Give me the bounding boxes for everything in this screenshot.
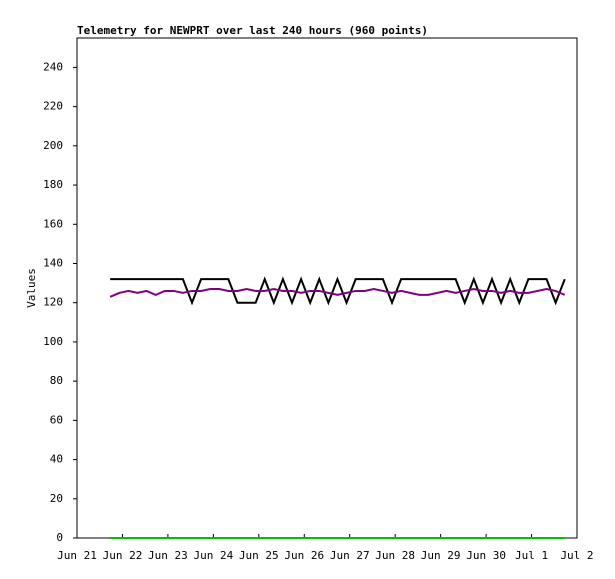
x-tick-label: Jul 2 (560, 549, 593, 562)
x-tick-label: Jun 23 (148, 549, 188, 562)
y-tick-label: 20 (50, 492, 63, 505)
y-tick-label: 160 (43, 217, 63, 230)
y-tick-label: 180 (43, 178, 63, 191)
y-tick-label: 60 (50, 413, 63, 426)
series-line (109, 287, 566, 298)
y-tick-label: 100 (43, 335, 63, 348)
x-tick-label: Jun 22 (103, 549, 143, 562)
y-tick-label: 120 (43, 296, 63, 309)
y-tick-label: 80 (50, 374, 63, 387)
chart-title: Telemetry for NEWPRT over last 240 hours… (77, 24, 428, 37)
y-tick-label: 140 (43, 256, 63, 269)
y-tick-label: 240 (43, 60, 63, 73)
x-tick-label: Jun 28 (375, 549, 415, 562)
y-axis-label: Values (25, 268, 38, 308)
plot-frame (76, 37, 578, 539)
y-tick-label: 220 (43, 100, 63, 113)
y-tick-label: 200 (43, 139, 63, 152)
x-tick-label: Jun 29 (421, 549, 461, 562)
x-tick-label: Jun 27 (330, 549, 370, 562)
x-tick-label: Jun 21 (57, 549, 97, 562)
x-tick-label: Jun 26 (284, 549, 324, 562)
x-tick-label: Jul 1 (515, 549, 548, 562)
x-tick-label: Jun 24 (193, 549, 233, 562)
x-tick-label: Jun 30 (466, 549, 506, 562)
y-tick-label: 0 (56, 531, 63, 544)
series-line (110, 276, 566, 306)
y-tick-label: 40 (50, 453, 63, 466)
x-tick-label: Jun 25 (239, 549, 279, 562)
